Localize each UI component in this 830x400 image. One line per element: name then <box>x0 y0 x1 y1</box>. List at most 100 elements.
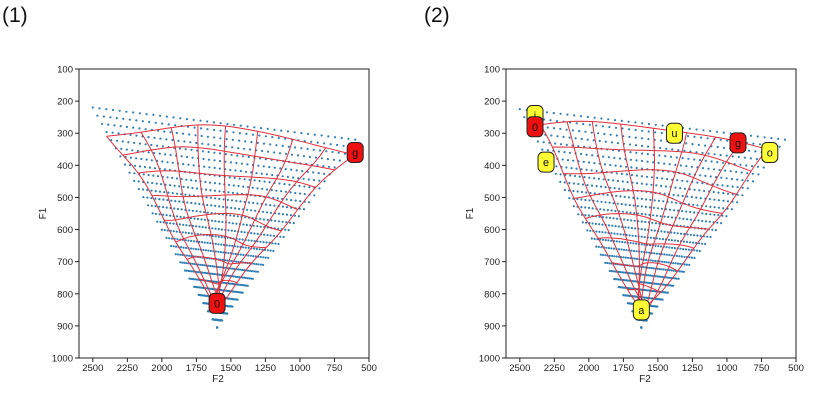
formant-dot <box>266 218 269 221</box>
formant-dot <box>584 206 587 209</box>
formant-dot <box>702 129 705 132</box>
formant-dot <box>275 189 278 192</box>
formant-dot <box>214 235 217 238</box>
formant-dot <box>347 137 350 140</box>
formant-dot <box>265 188 268 191</box>
formant-dot <box>169 222 172 225</box>
formant-dot <box>159 137 162 140</box>
formant-dot <box>676 179 679 182</box>
formant-dot <box>135 119 138 122</box>
formant-dot <box>270 189 273 192</box>
formant-dot <box>536 140 539 143</box>
formant-dot <box>700 136 703 139</box>
formant-dot <box>243 178 246 181</box>
formant-dot <box>672 269 675 272</box>
formant-dot <box>722 192 725 195</box>
formant-dot <box>313 133 316 136</box>
formant-dot <box>643 228 647 231</box>
formant-dot <box>121 140 124 143</box>
formant-dot <box>195 187 199 190</box>
formant-dot <box>612 217 615 220</box>
formant-dot <box>289 191 292 194</box>
formant-dot <box>608 262 611 265</box>
formant-dot <box>593 116 596 119</box>
formant-dot <box>218 197 221 200</box>
vowel-marker-label: g <box>735 138 741 150</box>
formant-dot <box>307 132 310 135</box>
formant-dot <box>541 148 544 151</box>
formant-dot <box>616 232 619 235</box>
formant-dot <box>231 305 234 308</box>
formant-dot <box>167 123 170 126</box>
formant-dot <box>685 165 688 168</box>
formant-dot <box>233 230 237 233</box>
formant-dot <box>624 241 627 244</box>
formant-dot <box>256 202 259 205</box>
formant-dot <box>650 183 653 186</box>
formant-dot <box>163 191 166 194</box>
formant-dot <box>257 263 260 266</box>
formant-dot <box>197 263 200 266</box>
formant-dot <box>599 208 602 211</box>
formant-dot <box>263 233 266 236</box>
formant-dot <box>208 234 211 237</box>
formant-dot <box>313 194 316 197</box>
formant-dot <box>264 203 267 206</box>
formant-dot <box>113 124 116 127</box>
formant-dot <box>190 239 193 242</box>
formant-dot <box>683 149 686 152</box>
formant-dot <box>656 176 659 179</box>
formant-dot <box>647 274 650 277</box>
formant-dot <box>133 164 137 167</box>
formant-dot <box>230 199 234 202</box>
formant-dot <box>568 136 571 139</box>
formant-dot <box>598 223 601 226</box>
formant-dot <box>577 213 580 216</box>
formant-dot <box>284 168 287 171</box>
formant-dot <box>132 111 135 114</box>
formant-dot <box>171 176 174 179</box>
formant-dot <box>679 232 683 235</box>
formant-dot <box>269 204 272 207</box>
formant-dot <box>709 129 712 133</box>
formant-dot <box>704 159 707 162</box>
formant-dot <box>666 291 670 294</box>
formant-dot <box>201 226 204 229</box>
formant-dot <box>155 212 158 215</box>
formant-dot <box>217 243 220 246</box>
formant-dot <box>745 164 748 167</box>
formant-dot <box>238 207 241 210</box>
x-tick-label: 750 <box>754 363 770 374</box>
formant-dot <box>262 263 265 266</box>
formant-dot <box>247 239 250 242</box>
formant-dot <box>595 169 598 173</box>
formant-dot <box>289 221 292 224</box>
vowel-marker-a: a <box>632 299 650 321</box>
formant-dot <box>615 240 618 243</box>
formant-dot <box>189 141 192 144</box>
formant-dot <box>665 261 668 264</box>
formant-dot <box>642 266 645 269</box>
formant-dot <box>294 199 297 202</box>
formant-dot <box>609 186 612 189</box>
formant-dot <box>664 268 667 271</box>
vowel-marker-box <box>537 151 555 173</box>
grid-line <box>186 256 252 265</box>
formant-dot <box>659 146 662 150</box>
formant-dot <box>653 229 656 232</box>
formant-dot <box>242 246 245 249</box>
formant-dot <box>568 151 572 154</box>
formant-dot <box>213 166 216 169</box>
formant-dot <box>603 163 607 166</box>
formant-dot <box>578 175 581 178</box>
formant-dot <box>620 248 623 251</box>
formant-dot <box>338 159 341 162</box>
formant-dot <box>316 141 319 144</box>
formant-dot <box>696 249 699 252</box>
formant-dot <box>660 131 663 135</box>
warp-grid <box>539 120 768 314</box>
formant-dot <box>684 248 688 251</box>
formant-dot <box>188 209 191 212</box>
formant-dot <box>608 201 611 204</box>
formant-dot <box>213 182 216 185</box>
